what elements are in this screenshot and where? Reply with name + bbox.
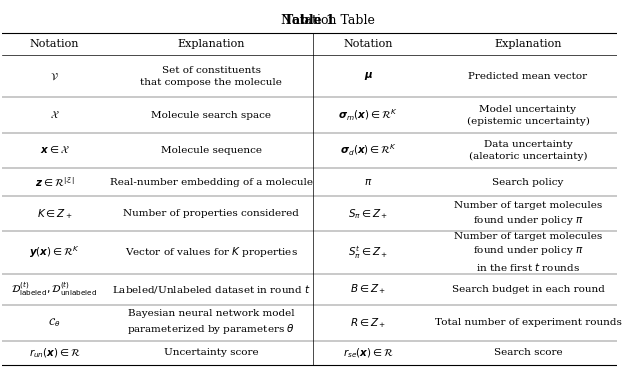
Text: Labeled/Unlabeled dataset in round $t$: Labeled/Unlabeled dataset in round $t$ <box>112 283 311 295</box>
Text: $\mathcal{V}$: $\mathcal{V}$ <box>50 71 59 82</box>
Text: $r_{se}(\boldsymbol{x})\in\mathcal{R}$: $r_{se}(\boldsymbol{x})\in\mathcal{R}$ <box>342 346 394 360</box>
Text: Model uncertainty
(epistemic uncertainty): Model uncertainty (epistemic uncertainty… <box>467 105 589 126</box>
Text: Uncertainty score: Uncertainty score <box>164 348 259 358</box>
Text: Search score: Search score <box>493 348 563 358</box>
Text: $\mathcal{C}_\theta$: $\mathcal{C}_\theta$ <box>49 316 61 329</box>
Text: Predicted mean vector: Predicted mean vector <box>468 72 588 81</box>
Text: $\mathcal{X}$: $\mathcal{X}$ <box>50 110 60 120</box>
Text: Search policy: Search policy <box>492 178 564 187</box>
Text: $K\in Z_+$: $K\in Z_+$ <box>36 207 72 221</box>
Text: Molecule search space: Molecule search space <box>152 111 271 120</box>
Text: Notation Table: Notation Table <box>244 14 374 27</box>
Text: Number of target molecules
found under policy $\pi$
in the first $t$ rounds: Number of target molecules found under p… <box>454 232 602 273</box>
Text: Notation: Notation <box>30 39 79 49</box>
Text: Number of properties considered: Number of properties considered <box>124 209 300 218</box>
Text: Explanation: Explanation <box>494 39 562 49</box>
Text: $\pi$: $\pi$ <box>364 177 372 187</box>
Text: $r_{un}(\boldsymbol{x})\in\mathcal{R}$: $r_{un}(\boldsymbol{x})\in\mathcal{R}$ <box>29 346 81 360</box>
Text: Notation: Notation <box>344 39 393 49</box>
Text: Molecule sequence: Molecule sequence <box>161 146 262 155</box>
Text: Search budget in each round: Search budget in each round <box>452 285 604 294</box>
Text: $\boldsymbol{z}\in\mathcal{R}^{|\mathcal{Z}|}$: $\boldsymbol{z}\in\mathcal{R}^{|\mathcal… <box>35 175 74 189</box>
Text: Table 1: Table 1 <box>284 14 335 27</box>
Text: Real-number embedding of a molecule: Real-number embedding of a molecule <box>110 178 313 187</box>
Text: Data uncertainty
(aleatoric uncertainty): Data uncertainty (aleatoric uncertainty) <box>468 140 588 161</box>
Text: $B\in Z_+$: $B\in Z_+$ <box>350 282 386 296</box>
Text: $S_\pi^t\in Z_+$: $S_\pi^t\in Z_+$ <box>348 244 388 261</box>
Text: $S_\pi\in Z_+$: $S_\pi\in Z_+$ <box>348 207 388 221</box>
Text: $\boldsymbol{\sigma}_d(\boldsymbol{x})\in\mathcal{R}^K$: $\boldsymbol{\sigma}_d(\boldsymbol{x})\i… <box>340 142 397 158</box>
Text: $R\in Z_+$: $R\in Z_+$ <box>350 316 386 330</box>
Text: Bayesian neural network model
parameterized by parameters $\theta$: Bayesian neural network model parameteri… <box>127 309 295 337</box>
Text: Number of target molecules
found under policy $\pi$: Number of target molecules found under p… <box>454 201 602 227</box>
Text: $\boldsymbol{y}(\boldsymbol{x})\in\mathcal{R}^K$: $\boldsymbol{y}(\boldsymbol{x})\in\mathc… <box>29 245 80 260</box>
Text: Total number of experiment rounds: Total number of experiment rounds <box>435 318 621 327</box>
Text: $\boldsymbol{\sigma}_m(\boldsymbol{x})\in\mathcal{R}^K$: $\boldsymbol{\sigma}_m(\boldsymbol{x})\i… <box>339 107 398 123</box>
Text: $\mathcal{D}^{(t)}_{\mathrm{labeled}},\mathcal{D}^{(t)}_{\mathrm{unlabeled}}$: $\mathcal{D}^{(t)}_{\mathrm{labeled}},\m… <box>12 280 98 298</box>
Text: Vector of values for $K$ properties: Vector of values for $K$ properties <box>125 245 298 260</box>
Text: $\boldsymbol{\mu}$: $\boldsymbol{\mu}$ <box>364 70 372 82</box>
Text: $\boldsymbol{x}\in\mathcal{X}$: $\boldsymbol{x}\in\mathcal{X}$ <box>40 145 70 156</box>
Text: Set of constituents
that compose the molecule: Set of constituents that compose the mol… <box>140 66 282 87</box>
Text: Explanation: Explanation <box>178 39 245 49</box>
